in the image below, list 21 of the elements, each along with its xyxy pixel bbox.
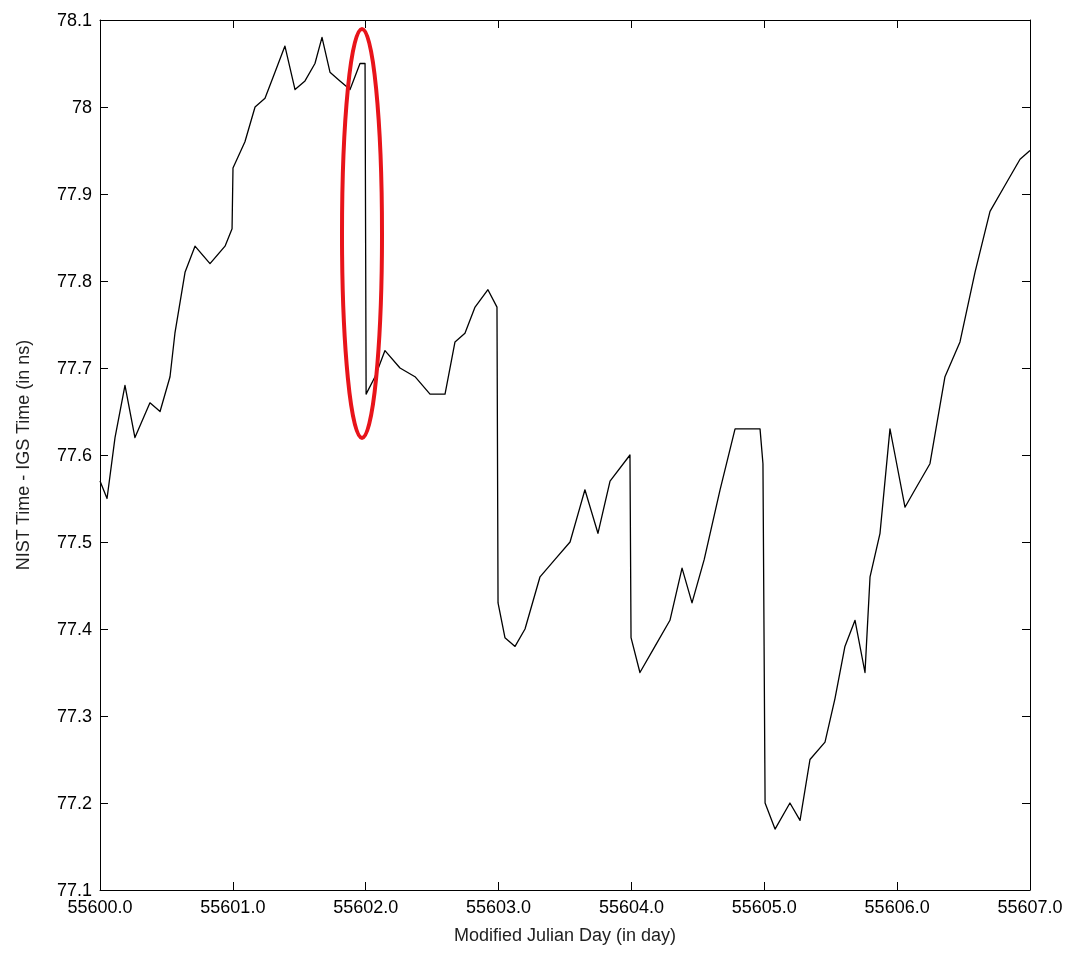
x-tick-label: 55607.0	[997, 897, 1063, 917]
y-tick-label: 77.3	[56, 706, 92, 726]
y-tick-label: 77.4	[56, 619, 92, 639]
y-tick-label: 77.6	[56, 445, 92, 465]
y-axis-title: NIST Time - IGS Time (in ns)	[13, 339, 33, 571]
y-tick-label: 78.1	[56, 10, 92, 30]
y-tick-label: 77.9	[56, 184, 92, 204]
y-tick-label: 77.8	[56, 271, 92, 291]
y-tick-label: 77.7	[56, 358, 92, 378]
x-tick-label: 55605.0	[731, 897, 797, 917]
y-tick-label: 78	[71, 97, 92, 117]
x-tick-label: 55600.0	[67, 897, 133, 917]
x-tick-label: 55602.0	[333, 897, 399, 917]
y-tick-label: 77.1	[56, 880, 92, 900]
x-axis-title: Modified Julian Day (in day)	[453, 925, 677, 945]
x-tick-label: 55604.0	[598, 897, 664, 917]
x-tick-label: 55601.0	[200, 897, 266, 917]
x-tick-label: 55606.0	[864, 897, 930, 917]
y-tick-label: 77.2	[56, 793, 92, 813]
y-tick-label: 77.5	[56, 532, 92, 552]
x-tick-label: 55603.0	[466, 897, 532, 917]
